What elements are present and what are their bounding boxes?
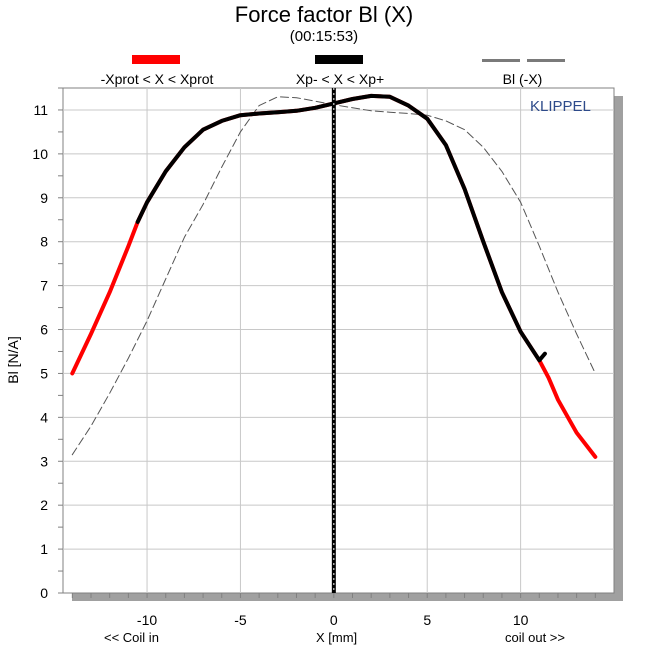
y-tick-label: 4 — [40, 409, 48, 425]
y-tick-label: 9 — [40, 190, 48, 206]
x-tick-label: 5 — [423, 612, 431, 628]
legend-swatch-blminus-b — [527, 59, 565, 62]
y-tick-label: 6 — [40, 322, 48, 338]
chart-title: Force factor Bl (X) — [234, 2, 414, 27]
y-tick-label: 5 — [40, 365, 48, 381]
x-tick-labels: -10 -5 0 5 10 — [137, 612, 529, 628]
x-tick-label: 0 — [330, 612, 338, 628]
legend-swatch-blminus-a — [482, 59, 520, 62]
legend-swatch-xp — [315, 55, 363, 64]
y-tick-labels: 0 1 2 3 4 5 6 7 8 9 10 11 — [32, 102, 48, 601]
chart-subtitle: (00:15:53) — [289, 28, 359, 45]
x-tick-label: -10 — [137, 612, 157, 628]
legend-label-xp: Xp- < X < Xp+ — [295, 71, 385, 87]
plot-area — [62, 87, 615, 594]
series-line-1 — [135, 93, 547, 363]
y-tick-label: 11 — [33, 102, 48, 118]
y-tick-label: 0 — [40, 585, 48, 601]
y-tick-label: 3 — [40, 453, 48, 469]
y-tick-label: 7 — [40, 278, 48, 294]
x-note-coil-out: coil out >> — [505, 630, 565, 645]
legend-label-prot: -Xprot < X < Xprot — [100, 71, 214, 87]
x-tick-label: 10 — [513, 612, 529, 628]
x-note-coil-in: << Coil in — [104, 630, 159, 645]
x-tick-label: -5 — [234, 612, 247, 628]
legend-label-blminus: Bl (-X) — [502, 71, 543, 87]
y-tick-label: 2 — [40, 497, 48, 513]
y-tick-label: 1 — [40, 541, 48, 557]
y-tick-label: 8 — [40, 234, 48, 250]
y-axis-label: Bl [N/A] — [5, 336, 21, 384]
legend-swatch-prot — [132, 55, 180, 64]
y-tick-label: 10 — [32, 146, 48, 162]
x-axis-label: X [mm] — [316, 630, 358, 645]
klippel-watermark: KLIPPEL — [530, 98, 591, 115]
grid — [58, 87, 614, 598]
